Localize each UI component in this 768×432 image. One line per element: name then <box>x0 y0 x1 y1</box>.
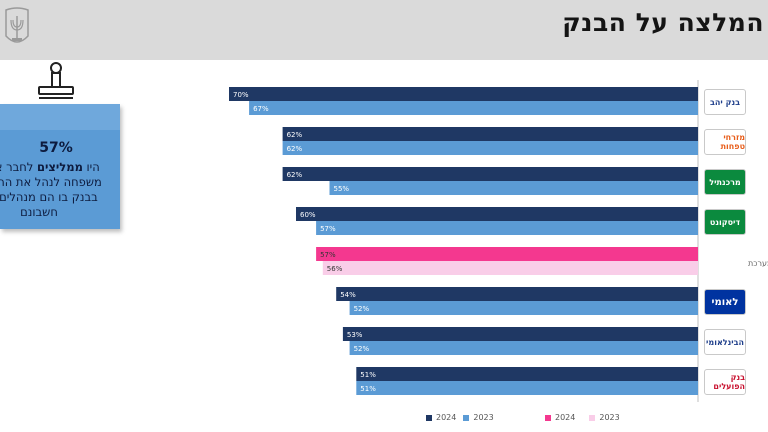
legend-label-avg-2023: 2023 <box>599 413 620 422</box>
bar-2024-4 <box>316 247 698 261</box>
callout-text-bold: ממליצים <box>37 160 83 174</box>
callout-percentage: 57% <box>39 140 73 156</box>
legend-label-2024: 2024 <box>436 413 457 422</box>
bar-2024-7 <box>356 367 698 381</box>
bank-logo-1: מזרחי טפחות <box>704 129 746 155</box>
page-title: המלצה על הבנק <box>562 8 764 37</box>
bank-logo-7: בנק הפועלים <box>704 369 746 395</box>
bar-value-label-2024-4: 57% <box>320 251 336 259</box>
bar-value-label-2024-6: 53% <box>347 331 363 339</box>
bar-2023-0 <box>249 101 698 115</box>
legend-average: 2024 2023 <box>545 413 620 422</box>
legend-swatch-2024 <box>426 414 432 421</box>
recommendation-callout: 57% היו ממליצים לחבר או בן משפחה לנהל את… <box>0 104 120 229</box>
legend-swatch-avg-2024 <box>545 414 551 421</box>
callout-text-prefix: היו <box>82 160 100 174</box>
bar-2023-5 <box>349 301 698 315</box>
bar-value-label-2023-0: 67% <box>253 105 269 113</box>
legend-swatch-avg-2023 <box>589 414 596 421</box>
legend-swatch-2023 <box>463 414 470 421</box>
bar-value-label-2024-7: 51% <box>360 371 376 379</box>
bar-value-label-2023-6: 52% <box>354 345 370 353</box>
bank-logo-0: בנק יהב <box>704 89 746 115</box>
bar-value-label-2023-1: 62% <box>287 145 303 153</box>
legend-label-avg-2024: 2024 <box>555 413 576 422</box>
bar-2023-2 <box>329 181 698 195</box>
category-label-average: ממוצע מערכת <box>748 259 768 268</box>
bar-2024-5 <box>336 287 698 301</box>
bar-2023-7 <box>356 381 698 395</box>
bar-2023-6 <box>349 341 698 355</box>
bank-logo-5: לאומי <box>704 289 746 315</box>
bar-value-label-2023-7: 51% <box>360 385 376 393</box>
bar-2024-2 <box>282 167 698 181</box>
bar-value-label-2024-1: 62% <box>287 131 303 139</box>
callout-text-suffix: לחבר או בן משפחה לנהל את החשבון בבנק בו … <box>0 160 102 219</box>
bar-value-label-2023-4: 56% <box>327 265 343 273</box>
callout-text: היו ממליצים לחבר או בן משפחה לנהל את החש… <box>0 160 108 220</box>
bar-2024-1 <box>282 127 698 141</box>
bar-value-label-2024-0: 70% <box>233 91 249 99</box>
callout-header-strip <box>0 104 120 130</box>
state-emblem-icon <box>5 7 29 43</box>
bar-2023-1 <box>282 141 698 155</box>
legend-label-2023: 2023 <box>473 413 494 422</box>
bar-value-label-2023-5: 52% <box>354 305 370 313</box>
bar-2023-4 <box>322 261 698 275</box>
bank-logo-6: הבינלאומי <box>704 329 746 355</box>
bar-value-label-2024-2: 62% <box>287 171 303 179</box>
header-bar: המלצה על הבנק <box>0 0 768 60</box>
legend-banks: 2024 2023 <box>426 413 494 422</box>
bank-logo-3: דיסקונט <box>704 209 746 235</box>
bar-2024-6 <box>342 327 698 341</box>
bar-2023-3 <box>316 221 698 235</box>
bar-value-label-2024-3: 60% <box>300 211 316 219</box>
stamp-icon <box>38 62 74 99</box>
bar-2024-0 <box>229 87 698 101</box>
bar-value-label-2024-5: 54% <box>340 291 356 299</box>
bank-logo-2: מרכנתיל <box>704 169 746 195</box>
bar-2024-3 <box>296 207 698 221</box>
bar-value-label-2023-3: 57% <box>320 225 336 233</box>
bar-value-label-2023-2: 55% <box>334 185 350 193</box>
